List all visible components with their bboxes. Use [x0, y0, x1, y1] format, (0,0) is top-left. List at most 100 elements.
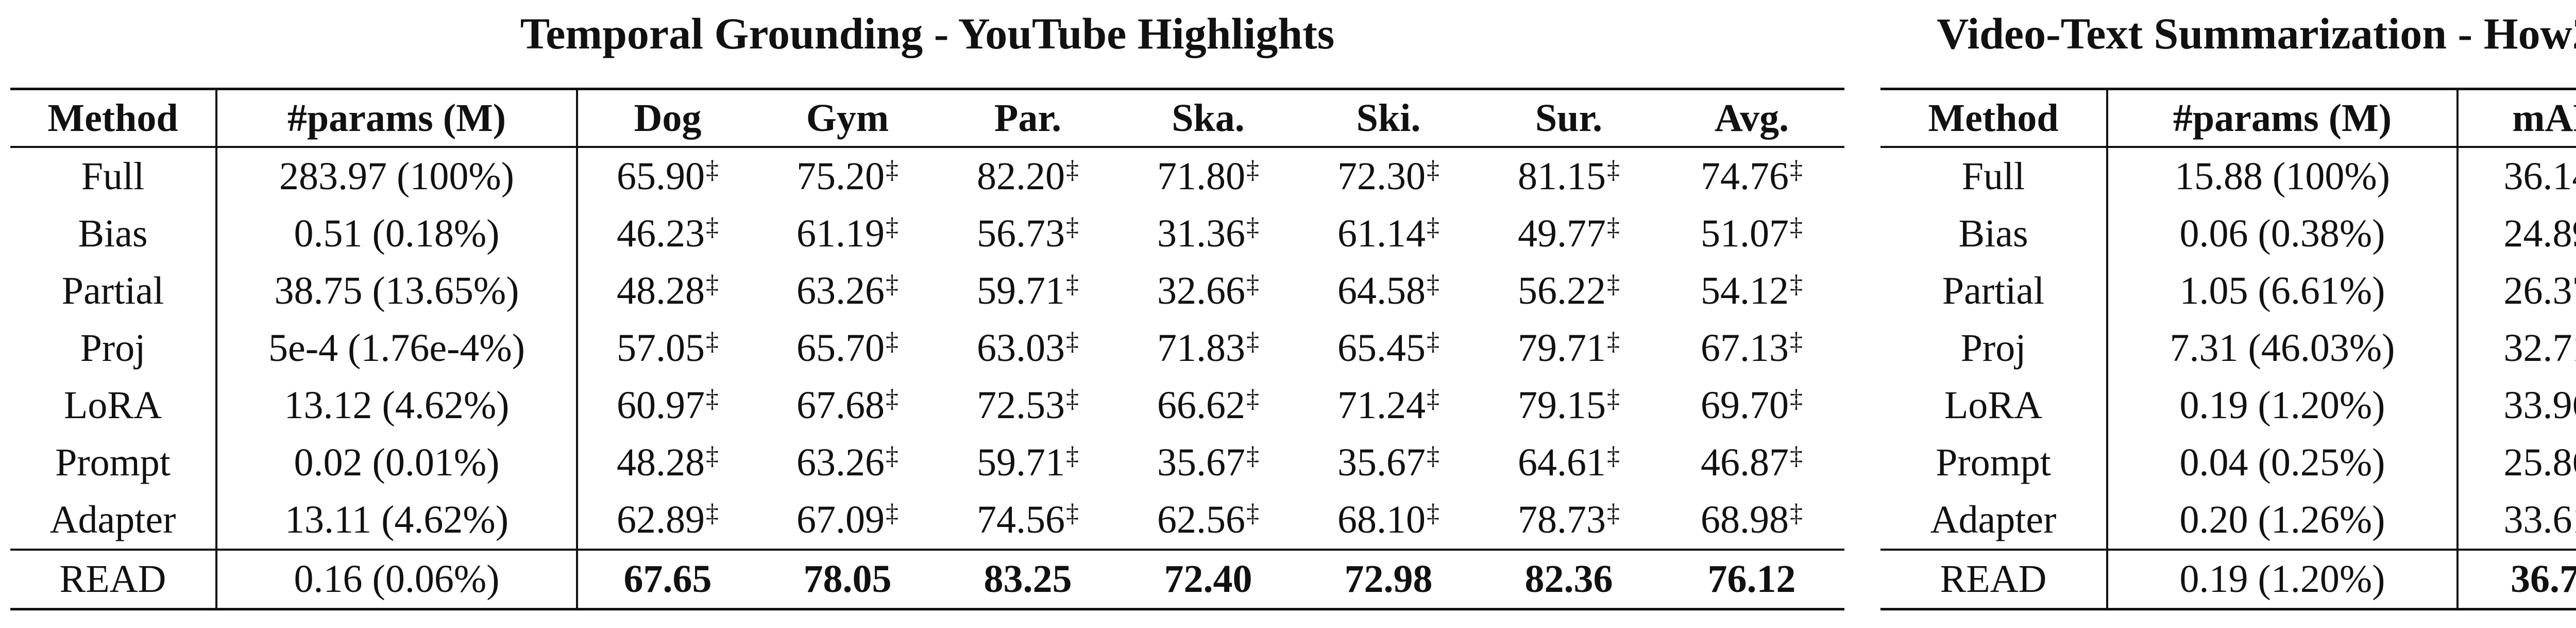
value-cell: 76.12 — [1659, 550, 1844, 609]
method-cell: Partial — [1880, 262, 2108, 320]
value-text: 67.13 — [1701, 326, 1789, 370]
method-cell: Proj — [10, 320, 217, 377]
params-cell: 0.16 (0.06%) — [216, 550, 578, 609]
value-cell: 61.14‡ — [1298, 205, 1479, 262]
value-text: 67.68 — [796, 384, 885, 427]
significance-mark: ‡ — [1246, 212, 1259, 241]
value-cell: 57.05‡ — [577, 320, 757, 377]
value-cell: 56.73‡ — [938, 205, 1118, 262]
value-cell: 69.70‡ — [1659, 377, 1844, 434]
value-text: 71.24 — [1337, 384, 1426, 427]
temporal-grounding-table: Method #params (M) Dog Gym Par. Ska. Ski. Sur. A… — [10, 88, 1844, 610]
method-cell: Bias — [10, 205, 217, 262]
column-header: Method — [1880, 89, 2108, 147]
column-header: Sur. — [1535, 96, 1603, 140]
value-cell: 33.96‡ — [2458, 377, 2576, 434]
value-cell: 78.73‡ — [1479, 491, 1659, 550]
significance-mark: ‡ — [1790, 498, 1803, 527]
significance-mark: ‡ — [886, 441, 899, 470]
value-cell: 71.24‡ — [1298, 377, 1479, 434]
table-row: LoRA 13.12 (4.62%) 60.97‡ 67.68‡ 72.53‡ 66.62… — [10, 377, 1844, 434]
value-text: 66.62 — [1157, 384, 1245, 427]
significance-mark: ‡ — [1427, 155, 1439, 184]
value-text: 33.96 — [2503, 384, 2576, 427]
value-cell: 64.61‡ — [1479, 434, 1659, 491]
value-cell: 72.30‡ — [1298, 147, 1479, 205]
table-row: Prompt 0.02 (0.01%) 48.28‡ 63.26‡ 59.71‡ 35.6… — [10, 434, 1844, 491]
value-cell: 36.14‡ — [2458, 147, 2576, 205]
value-text: 79.71 — [1518, 326, 1606, 370]
significance-mark: ‡ — [1790, 441, 1803, 470]
value-text: 81.15 — [1518, 155, 1606, 198]
significance-mark: ‡ — [706, 212, 719, 241]
value-cell: 46.87‡ — [1659, 434, 1844, 491]
value-cell: 32.71‡ — [2458, 320, 2576, 377]
significance-mark: ‡ — [706, 269, 719, 298]
value-text: 46.23 — [617, 212, 705, 255]
value-cell: 49.77‡ — [1479, 205, 1659, 262]
table-header-row: Method#params (M) mAP — [1880, 89, 2576, 147]
value-text: 59.71 — [977, 269, 1065, 312]
value-cell: 72.98 — [1298, 550, 1479, 609]
column-header: #params (M) — [2107, 89, 2459, 147]
params-cell: 5e-4 (1.76e-4%) — [216, 320, 578, 377]
value-cell: 67.09‡ — [757, 491, 938, 550]
params-cell: 13.12 (4.62%) — [216, 377, 578, 434]
significance-mark: ‡ — [1066, 498, 1079, 527]
significance-mark: ‡ — [1427, 441, 1439, 470]
significance-mark: ‡ — [1066, 441, 1079, 470]
value-text: 61.14 — [1337, 212, 1426, 255]
value-cell: 31.36‡ — [1118, 205, 1298, 262]
params-cell: 283.97 (100%) — [216, 147, 578, 205]
value-text: 82.20 — [977, 155, 1065, 198]
value-text: 61.19 — [796, 212, 885, 255]
value-text: 78.73 — [1518, 498, 1606, 541]
method-cell: Proj — [1880, 320, 2108, 377]
params-cell: 0.04 (0.25%) — [2107, 434, 2459, 491]
value-text: 72.40 — [1164, 557, 1252, 601]
value-cell: 68.10‡ — [1298, 491, 1479, 550]
value-cell: 65.90‡ — [577, 147, 757, 205]
value-cell: 54.12‡ — [1659, 262, 1844, 320]
method-cell: READ — [10, 550, 217, 609]
significance-mark: ‡ — [1066, 384, 1079, 412]
value-text: 78.05 — [803, 557, 892, 601]
params-cell: 0.06 (0.38%) — [2107, 205, 2459, 262]
significance-mark: ‡ — [1790, 269, 1803, 298]
value-text: 46.87 — [1701, 441, 1789, 484]
value-cell: 63.03‡ — [938, 320, 1118, 377]
significance-mark: ‡ — [706, 498, 719, 527]
value-text: 69.70 — [1701, 384, 1789, 427]
value-cell: 63.26‡ — [757, 262, 938, 320]
significance-mark: ‡ — [706, 384, 719, 412]
significance-mark: ‡ — [1246, 498, 1259, 527]
significance-mark: ‡ — [1427, 269, 1439, 298]
value-cell: 36.74 — [2458, 550, 2576, 609]
method-cell: READ — [1880, 550, 2108, 609]
value-text: 48.28 — [617, 441, 705, 484]
significance-mark: ‡ — [1427, 384, 1439, 412]
significance-mark: ‡ — [1607, 326, 1620, 355]
value-text: 36.74 — [2511, 557, 2576, 601]
significance-mark: ‡ — [1246, 441, 1259, 470]
value-cell: 60.97‡ — [577, 377, 757, 434]
params-cell: 0.51 (0.18%) — [216, 205, 578, 262]
params-cell: 0.20 (1.26%) — [2107, 491, 2459, 550]
value-cell: 82.20‡ — [938, 147, 1118, 205]
value-cell: 79.15‡ — [1479, 377, 1659, 434]
significance-mark: ‡ — [1427, 212, 1439, 241]
value-text: 36.14 — [2503, 155, 2576, 198]
value-cell: 25.86‡ — [2458, 434, 2576, 491]
value-text: 32.71 — [2503, 326, 2576, 370]
value-text: 32.66 — [1157, 269, 1245, 312]
significance-mark: ‡ — [886, 384, 899, 412]
value-cell: 78.05 — [757, 550, 938, 609]
value-cell: 48.28‡ — [577, 434, 757, 491]
value-text: 59.71 — [977, 441, 1065, 484]
value-text: 71.80 — [1157, 155, 1245, 198]
significance-mark: ‡ — [1607, 269, 1620, 298]
significance-mark: ‡ — [1607, 441, 1620, 470]
params-cell: 38.75 (13.65%) — [216, 262, 578, 320]
params-cell: 0.19 (1.20%) — [2107, 377, 2459, 434]
